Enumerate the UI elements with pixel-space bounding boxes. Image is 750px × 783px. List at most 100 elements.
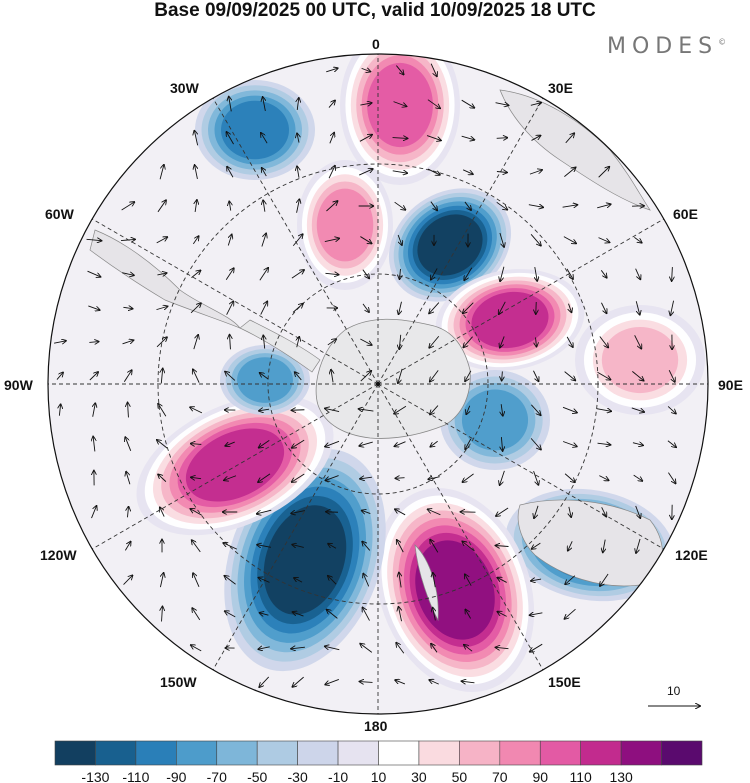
wind-vector (465, 370, 472, 381)
wind-vector (161, 369, 162, 384)
wind-vector (463, 336, 473, 348)
wind-vector (397, 540, 404, 553)
wind-vector (430, 370, 439, 381)
wind-vector (157, 273, 166, 275)
wind-vector (87, 270, 101, 277)
wind-vector (225, 268, 234, 280)
wind-vector (122, 340, 134, 345)
wind-vector (362, 542, 371, 551)
wind-vector (331, 370, 333, 383)
meridian-line (377, 383, 673, 555)
wind-vector (324, 238, 339, 243)
wind-vector (125, 437, 132, 451)
wind-vector (600, 573, 609, 586)
wind-vector (496, 201, 507, 209)
wind-vector (462, 681, 475, 683)
wind-vector (427, 168, 440, 175)
wind-vector (600, 270, 606, 277)
wind-vector (328, 100, 335, 108)
wind-vector (224, 576, 236, 585)
wind-vector (597, 204, 611, 209)
wind-vector (429, 335, 440, 348)
wind-vector (325, 408, 340, 413)
wind-vector (500, 470, 505, 485)
wind-vector (531, 404, 540, 415)
lon-label-180: 180 (364, 718, 388, 734)
colorbar-swatch (539, 740, 581, 766)
wind-vector (361, 68, 371, 71)
wind-vector (325, 440, 340, 446)
wind-vector (291, 511, 305, 514)
wind-vector (53, 341, 66, 343)
colorbar-swatch (135, 740, 177, 766)
colorbar-tick-label: -70 (207, 769, 227, 783)
wind-vector (529, 170, 542, 175)
new-zealand (414, 544, 439, 622)
anomaly-blob (220, 345, 310, 415)
wind-vector (258, 473, 271, 482)
wind-vector (297, 133, 299, 143)
wind-vector (259, 439, 270, 447)
wind-vector (565, 133, 574, 144)
wind-vector (230, 335, 231, 350)
colorbar-tick-label: 50 (452, 769, 468, 783)
wind-vector (261, 133, 268, 144)
wind-vector (668, 369, 675, 382)
wind-vector (530, 234, 541, 245)
wind-vector (533, 370, 538, 382)
wind-vector (363, 574, 370, 587)
wind-vector (325, 679, 340, 684)
wind-vector (226, 301, 234, 315)
wind-vector (193, 369, 200, 383)
wind-vector (292, 234, 302, 247)
wind-vector (291, 270, 304, 279)
wind-vector (633, 474, 643, 481)
wind-vector (257, 509, 272, 514)
wind-vector (634, 335, 642, 348)
wind-vector (292, 304, 303, 313)
wind-vector (156, 237, 168, 244)
wind-vector (260, 613, 269, 615)
wind-vector (225, 372, 236, 381)
wind-vector (497, 612, 507, 617)
wind-vector (195, 165, 198, 180)
lon-label-60e: 60E (673, 206, 698, 222)
lon-label-90w: 90W (4, 377, 33, 393)
wind-vector (500, 266, 505, 281)
colorbar-swatch (661, 740, 703, 766)
wind-vector (193, 335, 198, 350)
lon-label-150e: 150E (548, 674, 581, 690)
wind-vector (93, 437, 95, 452)
wind-vector (395, 680, 406, 685)
wind-vector (396, 643, 405, 654)
wind-vector (564, 167, 575, 177)
wind-vector (462, 541, 475, 551)
wind-vector (430, 405, 439, 415)
wind-vector (360, 644, 373, 653)
wind-vector (191, 477, 202, 478)
wind-vector (564, 473, 575, 483)
wind-vector (599, 336, 608, 347)
graticule (48, 54, 708, 714)
wind-vector (229, 201, 230, 211)
wind-vector (430, 440, 438, 447)
wind-vector (569, 303, 572, 313)
colorbar-swatch (54, 740, 96, 766)
colorbar-swatch (256, 740, 298, 766)
wind-vector (598, 167, 610, 178)
anomaly-blob (340, 54, 460, 185)
wind-vector (464, 201, 471, 210)
wind-vector (597, 371, 611, 379)
wind-vector (325, 273, 338, 274)
wind-vector (128, 403, 129, 418)
wind-vector (326, 201, 337, 212)
wind-vector (496, 546, 509, 547)
wind-vector (156, 337, 167, 348)
wind-vector (566, 336, 573, 347)
wind-vector (597, 443, 611, 445)
wind-vector (89, 342, 98, 343)
wind-vector (562, 441, 577, 447)
lon-label-0: 0 (372, 36, 380, 52)
